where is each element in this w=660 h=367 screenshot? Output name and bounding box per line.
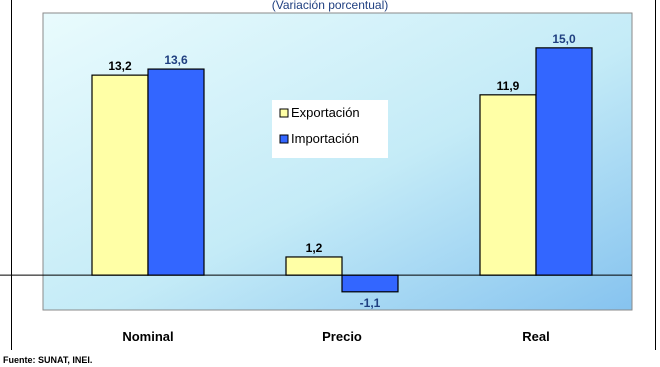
legend-label-importación: Importación	[291, 131, 359, 146]
legend-label-exportación: Exportación	[291, 105, 360, 120]
data-label-precio-exportación: 1,2	[306, 241, 323, 255]
bar-real-exportación	[479, 94, 537, 276]
bar-nominal-exportación	[91, 74, 149, 276]
left-border-line	[11, 0, 12, 350]
bar-precio-importación	[341, 274, 399, 293]
legend-box	[272, 100, 388, 158]
category-label-real: Real	[522, 329, 549, 344]
bar-real-importación	[535, 47, 593, 276]
data-label-nominal-importación: 13,6	[164, 53, 188, 67]
data-label-real-importación: 15,0	[552, 32, 576, 46]
bar-nominal-importación	[147, 68, 205, 276]
data-label-nominal-exportación: 13,2	[108, 59, 132, 73]
bar-precio-exportación	[285, 256, 343, 276]
category-label-precio: Precio	[322, 329, 362, 344]
category-label-nominal: Nominal	[122, 329, 173, 344]
data-label-real-exportación: 11,9	[497, 79, 520, 93]
data-label-precio-importación: -1,1	[360, 296, 381, 310]
legend: Exportación Importación	[272, 100, 388, 158]
chart-title: (Variación porcentual)	[272, 0, 389, 12]
legend-swatch-importación	[279, 134, 289, 144]
source-note: Fuente: SUNAT, INEI.	[3, 355, 93, 365]
legend-swatch-exportación	[279, 108, 289, 118]
right-border-line	[655, 0, 656, 350]
